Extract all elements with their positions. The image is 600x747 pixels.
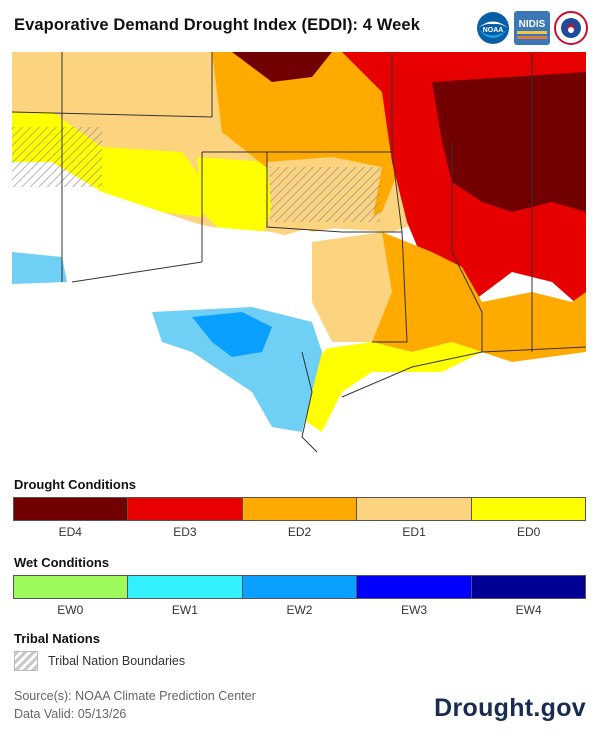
legend-label-ed0: ED0	[517, 525, 541, 539]
legend-swatch-ew3	[357, 576, 472, 598]
legend-swatch-ed1	[357, 498, 472, 520]
ew1-region-texas	[152, 307, 322, 432]
tribal-nations-title: Tribal Nations	[14, 631, 100, 646]
ed0-region-coast	[302, 342, 482, 432]
ed4-region-north	[232, 52, 332, 82]
wet-legend-labels: EW0 EW1 EW2 EW3 EW4	[13, 603, 586, 617]
legend-swatch-ed4	[14, 498, 129, 520]
tribal-area	[12, 127, 102, 187]
tribal-boundaries-label: Tribal Nation Boundaries	[48, 654, 186, 668]
ed0-region-panhandle	[197, 157, 277, 237]
legend-swatch-ew0	[14, 576, 129, 598]
ed1-region-east-texas	[312, 232, 392, 342]
drought-conditions-title: Drought Conditions	[14, 477, 137, 492]
gulf-water	[322, 352, 586, 462]
legend-label-ed2: ED2	[287, 525, 312, 539]
eddi-map[interactable]	[12, 52, 586, 462]
nws-logo-icon[interactable]	[554, 11, 588, 45]
legend-label-ed3: ED3	[173, 525, 197, 539]
legend-swatch-ed3	[128, 498, 243, 520]
ew1-region-west	[12, 252, 67, 284]
tribal-area	[270, 167, 380, 222]
drought-legend-labels: ED4 ED3 ED2 ED1 ED0	[13, 525, 586, 539]
tribal-hatch-icon	[14, 651, 38, 671]
ed4-region-core	[432, 72, 586, 212]
wet-legend-bar	[13, 575, 586, 599]
logo-group: NOAA NIDIS	[476, 8, 588, 48]
ew2-region-texas	[192, 312, 272, 357]
legend-label-ew3: EW3	[401, 603, 428, 617]
legend-swatch-ew2	[242, 576, 358, 598]
nidis-logo-icon[interactable]: NIDIS	[514, 11, 550, 45]
source-info: Source(s): NOAA Climate Prediction Cente…	[14, 687, 256, 723]
valid-date: Data Valid: 05/13/26	[14, 707, 127, 721]
drought-gov-brand[interactable]: Drought.gov	[434, 694, 586, 722]
svg-text:NOAA: NOAA	[483, 27, 504, 34]
legend-label-ed1: ED1	[402, 525, 426, 539]
legend-label-ew2: EW2	[286, 603, 313, 617]
ed2-region-southeast	[352, 232, 586, 362]
legend-label-ed4: ED4	[58, 525, 82, 539]
page-title: Evaporative Demand Drought Index (EDDI):…	[14, 16, 420, 34]
drought-legend-bar	[13, 497, 586, 521]
legend-label-ew4: EW4	[515, 603, 542, 617]
wet-conditions-title: Wet Conditions	[14, 555, 110, 570]
svg-text:NIDIS: NIDIS	[519, 19, 546, 30]
legend-swatch-ew1	[128, 576, 243, 598]
legend-label-ew1: EW1	[171, 603, 198, 617]
legend-swatch-ed0	[471, 498, 586, 520]
legend-label-ew0: EW0	[57, 603, 84, 617]
source-text: Source(s): NOAA Climate Prediction Cente…	[14, 689, 256, 703]
legend-swatch-ew4	[471, 576, 586, 598]
noaa-logo-icon[interactable]: NOAA	[476, 11, 510, 45]
legend-swatch-ed2	[242, 498, 358, 520]
